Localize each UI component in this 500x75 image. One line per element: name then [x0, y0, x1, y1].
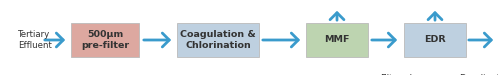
FancyBboxPatch shape	[71, 23, 139, 57]
FancyBboxPatch shape	[306, 23, 368, 57]
Text: EDR: EDR	[424, 35, 446, 44]
Text: Backwash: Backwash	[316, 0, 358, 2]
FancyBboxPatch shape	[177, 23, 259, 57]
FancyBboxPatch shape	[404, 23, 466, 57]
Text: Filtered
Product: Filtered Product	[380, 74, 412, 75]
Text: Brine: Brine	[424, 0, 446, 2]
Text: Coagulation &
Chlorination: Coagulation & Chlorination	[180, 30, 256, 50]
Text: Tertiary
Effluent: Tertiary Effluent	[18, 30, 52, 50]
Text: 500µm
pre-filter: 500µm pre-filter	[81, 30, 129, 50]
Text: Desalinated
water: Desalinated water	[459, 74, 500, 75]
Text: MMF: MMF	[324, 35, 350, 44]
